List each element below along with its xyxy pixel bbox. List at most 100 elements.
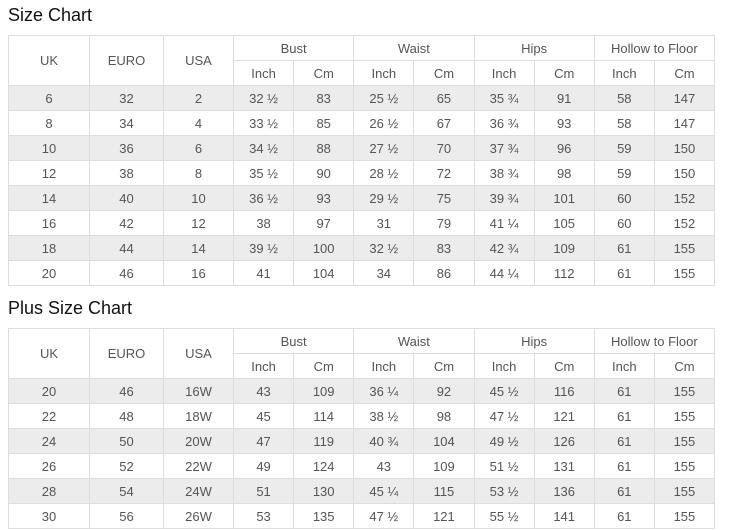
table-cell: 51 — [232, 478, 295, 504]
table-cell: 10 — [163, 185, 234, 211]
table-cell: 36 ¼ — [353, 378, 415, 404]
table-cell: 61 — [593, 378, 655, 404]
table-cell: 12 — [8, 160, 90, 186]
unit-header: Cm — [533, 353, 595, 379]
table-cell: 32 — [89, 85, 164, 111]
table-cell: 29 ½ — [353, 185, 415, 211]
table-cell: 46 — [89, 260, 164, 286]
table-cell: 98 — [413, 403, 475, 429]
table-cell: 6 — [163, 135, 234, 161]
table-row: 18 44 14 39 ½ 100 32 ½ 83 42 ¾ 109 61 155 — [8, 235, 716, 261]
table-cell: 115 — [413, 478, 475, 504]
group-header: Hips — [473, 328, 595, 354]
table-cell: 109 — [413, 453, 475, 479]
table-cell: 38 — [89, 160, 164, 186]
table-row: 24 50 20W 47 119 40 ¾ 104 49 ½ 126 61 155 — [8, 428, 716, 454]
table-row: 14 40 10 36 ½ 93 29 ½ 75 39 ¾ 101 60 152 — [8, 185, 716, 211]
unit-header: Inch — [353, 353, 415, 379]
table-cell: 16 — [8, 210, 90, 236]
unit-header: Inch — [353, 60, 415, 86]
table-cell: 44 — [89, 235, 164, 261]
table-cell: 150 — [653, 135, 716, 161]
table-cell: 152 — [653, 185, 716, 211]
unit-header: Cm — [293, 353, 355, 379]
table-cell: 59 — [593, 135, 655, 161]
table-cell: 41 ¼ — [473, 210, 535, 236]
table-cell: 43 — [353, 453, 415, 479]
table-cell: 90 — [293, 160, 355, 186]
table-cell: 33 ½ — [232, 110, 295, 136]
table-cell: 8 — [8, 110, 90, 136]
group-header: Waist — [353, 328, 475, 354]
table-cell: 34 ½ — [232, 135, 295, 161]
table-cell: 46 — [89, 378, 164, 404]
table-cell: 12 — [163, 210, 234, 236]
table-cell: 141 — [533, 503, 595, 529]
table-cell: 155 — [653, 453, 716, 479]
table-cell: 109 — [533, 235, 595, 261]
table-cell: 8 — [163, 160, 234, 186]
table-cell: 35 ½ — [232, 160, 295, 186]
header-row-groups: UK EURO USA Bust Waist Hips Hollow to Floor — [8, 35, 716, 86]
table-cell: 101 — [533, 185, 595, 211]
table-cell: 30 — [8, 503, 90, 529]
table-cell: 60 — [593, 210, 655, 236]
table-cell: 45 — [232, 403, 295, 429]
table-cell: 61 — [593, 428, 655, 454]
table-cell: 53 — [232, 503, 295, 529]
table-cell: 32 ½ — [232, 85, 295, 111]
table-cell: 86 — [413, 260, 475, 286]
table-cell: 28 ½ — [353, 160, 415, 186]
table-cell: 119 — [293, 428, 355, 454]
table-cell: 47 — [232, 428, 295, 454]
table-cell: 60 — [593, 185, 655, 211]
table-cell: 61 — [593, 478, 655, 504]
table-row: 20 46 16W 43 109 36 ¼ 92 45 ½ 116 61 155 — [8, 378, 716, 404]
table-cell: 38 — [232, 210, 295, 236]
table-cell: 85 — [293, 110, 355, 136]
table-cell: 26 ½ — [353, 110, 415, 136]
unit-header: Inch — [232, 353, 295, 379]
table-cell: 38 ¾ — [473, 160, 535, 186]
table-row: 8 34 4 33 ½ 85 26 ½ 67 36 ¾ 93 58 147 — [8, 110, 716, 136]
table-cell: 38 ½ — [353, 403, 415, 429]
table-cell: 121 — [533, 403, 595, 429]
unit-header: Inch — [593, 353, 655, 379]
table-cell: 36 ½ — [232, 185, 295, 211]
table-cell: 121 — [413, 503, 475, 529]
column-header: UK — [8, 35, 90, 86]
table-cell: 56 — [89, 503, 164, 529]
column-header: UK — [8, 328, 90, 379]
table-cell: 16 — [163, 260, 234, 286]
table-cell: 93 — [293, 185, 355, 211]
table-cell: 114 — [293, 403, 355, 429]
table-row: 20 46 16 41 104 34 86 44 ¼ 112 61 155 — [8, 260, 716, 286]
table-cell: 109 — [293, 378, 355, 404]
group-header: Bust — [232, 328, 355, 354]
table-cell: 45 ¼ — [353, 478, 415, 504]
table-cell: 40 — [89, 185, 164, 211]
table-cell: 155 — [653, 478, 716, 504]
column-header: USA — [163, 35, 234, 86]
table-cell: 50 — [89, 428, 164, 454]
size-chart-section: Size Chart UK EURO USA Bust Waist Hips Hollow … — [8, 5, 722, 286]
table-cell: 155 — [653, 503, 716, 529]
table-cell: 6 — [8, 85, 90, 111]
table-cell: 49 ½ — [473, 428, 535, 454]
unit-header: Cm — [653, 353, 716, 379]
table-cell: 124 — [293, 453, 355, 479]
table-row: 30 56 26W 53 135 47 ½ 121 55 ½ 141 61 155 — [8, 503, 716, 529]
group-header: Bust — [232, 35, 355, 61]
table-cell: 39 ½ — [232, 235, 295, 261]
table-cell: 4 — [163, 110, 234, 136]
table-row: 12 38 8 35 ½ 90 28 ½ 72 38 ¾ 98 59 150 — [8, 160, 716, 186]
table-cell: 88 — [293, 135, 355, 161]
table-cell: 136 — [533, 478, 595, 504]
table-cell: 72 — [413, 160, 475, 186]
plus-size-chart-table: UK EURO USA Bust Waist Hips Hollow to Floor Inc… — [8, 328, 716, 529]
table-cell: 32 ½ — [353, 235, 415, 261]
table-cell: 155 — [653, 403, 716, 429]
unit-header: Inch — [473, 353, 535, 379]
table-cell: 20W — [163, 428, 234, 454]
table-cell: 147 — [653, 85, 716, 111]
